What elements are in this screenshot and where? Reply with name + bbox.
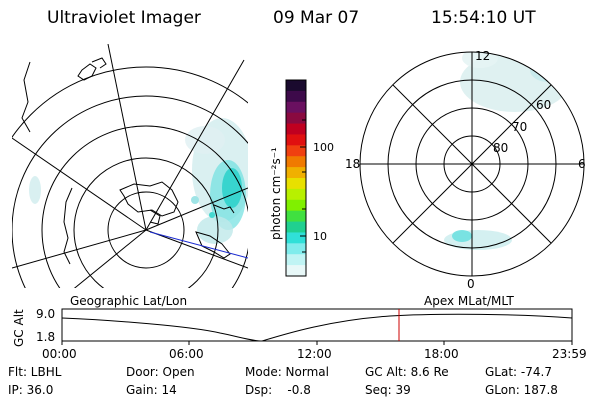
colorbar-segment bbox=[286, 123, 306, 136]
colorbar-tick-10: 10 bbox=[313, 230, 327, 243]
colorbar-segment bbox=[286, 265, 306, 277]
left-coastlines bbox=[21, 57, 235, 265]
info-mode: Mode: Normal bbox=[245, 365, 329, 379]
left-geographic-map bbox=[12, 44, 248, 288]
colorbar bbox=[286, 80, 306, 277]
colorbar-segment bbox=[286, 199, 306, 212]
left-map-label: Geographic Lat/Lon bbox=[70, 294, 187, 308]
app-title: Ultraviolet Imager bbox=[47, 8, 201, 28]
colorbar-frame bbox=[285, 79, 307, 277]
colorbar-ticks bbox=[300, 119, 306, 253]
colorbar-segment bbox=[286, 221, 306, 234]
colorbar-tick-100: 100 bbox=[313, 141, 334, 154]
colorbar-segment bbox=[286, 134, 306, 146]
altitude-curve bbox=[61, 313, 573, 342]
mlt-label-6: 6 bbox=[578, 157, 586, 171]
timeline-xtick-1: 06:00 bbox=[169, 347, 204, 361]
altitude-timeline bbox=[61, 308, 573, 345]
time-label: 15:54:10 UT bbox=[431, 8, 536, 28]
left-latitude-circles bbox=[12, 66, 248, 288]
colorbar-segment bbox=[286, 145, 306, 157]
mlt-label-12: 12 bbox=[475, 49, 490, 63]
timeline-xtick-0: 00:00 bbox=[42, 347, 77, 361]
mlt-label-18: 18 bbox=[345, 157, 360, 171]
mlat-label-80: 80 bbox=[493, 141, 508, 155]
date-label: 09 Mar 07 bbox=[273, 8, 360, 28]
mlat-label-70: 70 bbox=[512, 120, 527, 134]
colorbar-segment bbox=[286, 80, 306, 92]
info-seq: Seq: 39 bbox=[365, 383, 411, 397]
info-glat: GLat: -74.7 bbox=[485, 365, 552, 379]
timeline-ytick-min: 1.8 bbox=[36, 330, 55, 344]
timeline-xtick-4: 23:59 bbox=[552, 347, 587, 361]
timeline-ytick-max: 9.0 bbox=[36, 307, 55, 321]
colorbar-segment bbox=[286, 188, 306, 201]
timeline-xtick-3: 18:00 bbox=[424, 347, 459, 361]
info-ip: IP: 36.0 bbox=[8, 383, 54, 397]
info-flt: Flt: LBHL bbox=[8, 365, 62, 379]
colorbar-segment bbox=[286, 167, 306, 179]
timeline-ticks bbox=[61, 341, 573, 345]
colorbar-segment bbox=[286, 101, 306, 114]
left-sun-terminator bbox=[149, 231, 248, 259]
colorbar-segment bbox=[286, 254, 306, 266]
colorbar-segment bbox=[286, 232, 306, 244]
colorbar-segment bbox=[286, 156, 306, 168]
mlat-label-60: 60 bbox=[536, 98, 551, 112]
left-aurora-glow bbox=[29, 118, 248, 244]
colorbar-segment bbox=[286, 178, 306, 190]
colorbar-segment bbox=[286, 243, 306, 255]
timeline-xtick-2: 12:00 bbox=[297, 347, 332, 361]
info-dsp: Dsp: -0.8 bbox=[245, 383, 311, 397]
right-magnetic-map bbox=[359, 51, 585, 277]
info-door: Door: Open bbox=[126, 365, 195, 379]
colorbar-segment bbox=[286, 112, 306, 125]
colorbar-unit-label: photon cm⁻²s⁻¹ bbox=[269, 147, 283, 240]
left-meridians bbox=[12, 44, 248, 288]
timeline-frame bbox=[61, 308, 573, 342]
info-gain: Gain: 14 bbox=[126, 383, 177, 397]
info-glon: GLon: 187.8 bbox=[485, 383, 558, 397]
right-map-label: Apex MLat/MLT bbox=[424, 294, 514, 308]
colorbar-segment bbox=[286, 210, 306, 223]
info-gc-alt: GC Alt: 8.6 Re bbox=[365, 365, 449, 379]
timeline-ylabel: GC Alt bbox=[12, 309, 26, 347]
right-mlt-lines bbox=[360, 52, 584, 276]
mlt-label-0: 0 bbox=[467, 277, 475, 291]
colorbar-segment bbox=[286, 90, 306, 103]
